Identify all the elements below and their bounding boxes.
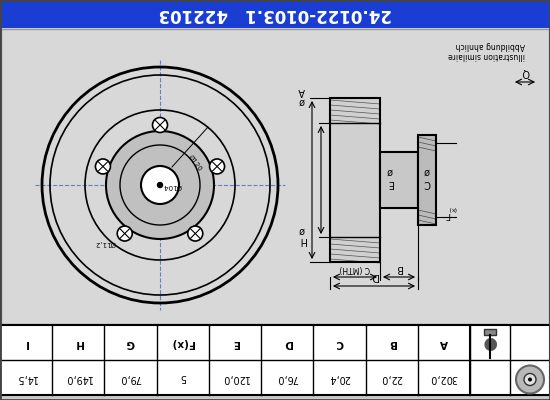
Bar (484, 329, 496, 335)
Circle shape (117, 226, 132, 241)
Text: 20,4: 20,4 (329, 372, 350, 382)
Text: ø: ø (387, 166, 393, 176)
Text: H: H (298, 235, 306, 245)
Circle shape (524, 374, 536, 386)
Text: D: D (370, 271, 378, 281)
Text: 120,0: 120,0 (221, 372, 249, 382)
Text: A: A (299, 86, 305, 96)
Text: 14,5: 14,5 (15, 372, 37, 382)
Text: ●: ● (483, 334, 497, 352)
Bar (0, 0, 550, 28)
Text: Q: Q (522, 67, 530, 77)
Text: E: E (232, 338, 239, 348)
Circle shape (152, 118, 168, 132)
Text: C: C (424, 178, 430, 188)
Text: ATE: ATE (138, 175, 212, 225)
Text: 79,0: 79,0 (120, 372, 141, 382)
Text: A: A (440, 338, 448, 348)
Text: Ø104: Ø104 (163, 183, 182, 189)
Text: G: G (126, 338, 135, 348)
Bar (380, 152, 418, 208)
Text: 149,0: 149,0 (64, 372, 92, 382)
Text: illustration similaire: illustration similaire (448, 51, 525, 60)
Bar (418, 135, 436, 225)
Text: C (MTH): C (MTH) (340, 264, 370, 273)
Circle shape (96, 159, 111, 174)
Bar (1, 29, 549, 324)
Text: 22,0: 22,0 (381, 372, 403, 382)
Text: ø: ø (299, 225, 305, 235)
Circle shape (188, 226, 203, 241)
Text: ø: ø (424, 166, 430, 176)
Bar (0, 28, 550, 325)
Text: D: D (283, 338, 292, 348)
Text: Ø120: Ø120 (187, 154, 204, 172)
Text: E: E (387, 178, 393, 188)
Text: B: B (388, 338, 395, 348)
Text: F: F (446, 210, 450, 219)
Circle shape (106, 131, 214, 239)
Circle shape (157, 182, 162, 188)
Text: 24.0122-0103.1   422103: 24.0122-0103.1 422103 (158, 5, 392, 23)
Text: I: I (24, 338, 28, 348)
Text: B: B (395, 263, 403, 273)
Text: H: H (74, 338, 82, 348)
Text: Abbildung ahnlich: Abbildung ahnlich (455, 41, 525, 50)
Circle shape (516, 366, 544, 394)
Bar (330, 98, 380, 262)
Bar (0, 325, 550, 395)
Text: 76,0: 76,0 (277, 372, 298, 382)
Text: ø: ø (299, 96, 305, 106)
Circle shape (528, 378, 532, 382)
Text: Ø11,2: Ø11,2 (95, 240, 116, 246)
Circle shape (210, 159, 224, 174)
Text: 5: 5 (180, 372, 186, 382)
Text: 302,0: 302,0 (430, 372, 458, 382)
Text: (x): (x) (448, 206, 456, 211)
Circle shape (141, 166, 179, 204)
Text: F(x): F(x) (171, 338, 195, 348)
Text: C: C (336, 338, 343, 348)
